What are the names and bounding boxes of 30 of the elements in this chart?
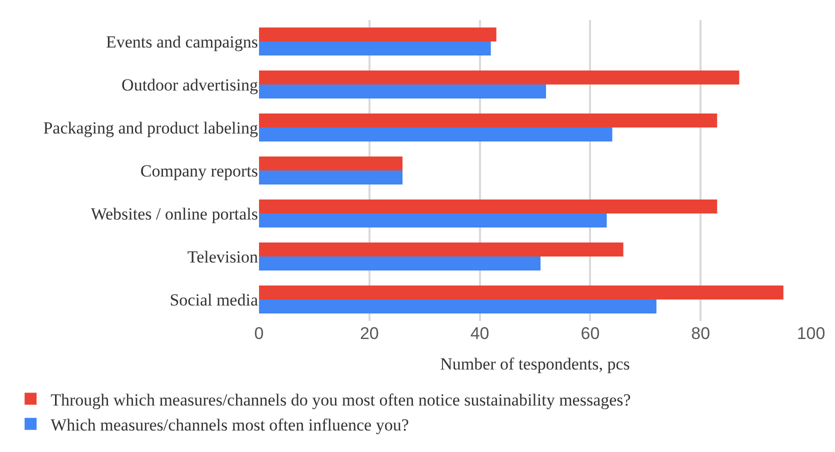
y-tick-label: Social media bbox=[170, 290, 258, 310]
bar bbox=[259, 256, 541, 270]
y-tick-label: Packaging and product labeling bbox=[43, 118, 258, 138]
bar bbox=[259, 286, 784, 300]
bar bbox=[259, 114, 718, 128]
x-tick-label: 60 bbox=[580, 324, 600, 343]
y-tick-label: Company reports bbox=[140, 161, 258, 180]
x-tick-label: 40 bbox=[470, 324, 490, 343]
bar bbox=[259, 300, 656, 314]
x-tick-label: 0 bbox=[254, 324, 264, 343]
y-tick-label: Events and campaigns bbox=[106, 32, 258, 52]
bar bbox=[259, 200, 718, 214]
x-tick-label: 20 bbox=[360, 324, 379, 343]
y-tick-label: Outdoor advertising bbox=[122, 75, 258, 94]
bar bbox=[259, 156, 403, 170]
bar bbox=[259, 242, 624, 256]
bar bbox=[259, 170, 403, 184]
bar bbox=[259, 28, 496, 42]
bar bbox=[259, 70, 740, 84]
bar bbox=[259, 214, 607, 228]
y-tick-label: Television bbox=[187, 247, 258, 266]
x-tick-label: 100 bbox=[796, 324, 826, 343]
legend-label: Which measures/channels most often influence you? bbox=[50, 415, 409, 434]
bar bbox=[259, 84, 546, 98]
legend-label: Through which measures/channels do you most often notice sustainability messages? bbox=[50, 390, 631, 410]
bar bbox=[259, 128, 612, 142]
bar bbox=[259, 42, 491, 56]
y-tick-label: Websites / online portals bbox=[90, 204, 258, 224]
x-axis-title: Number of tespondents, pcs bbox=[440, 354, 630, 374]
x-tick-label: 80 bbox=[691, 324, 710, 343]
